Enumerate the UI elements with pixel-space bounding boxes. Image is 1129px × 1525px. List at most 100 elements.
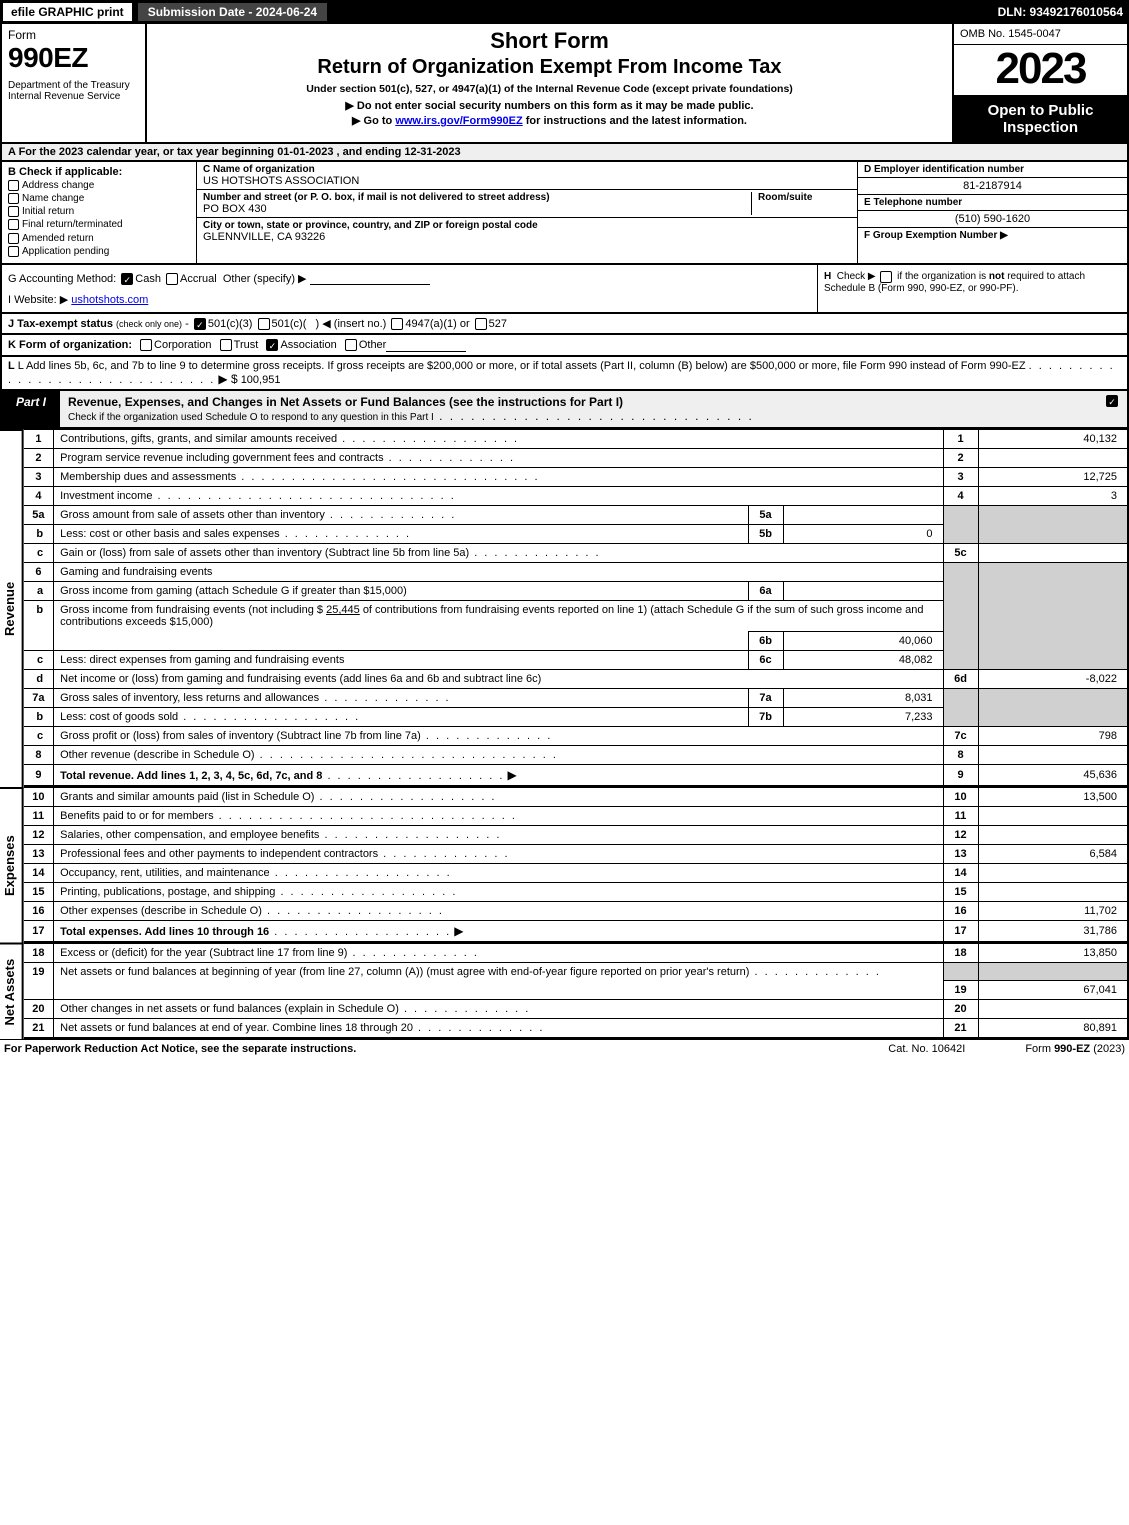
ln20-desc: Other changes in net assets or fund bala… <box>60 1003 399 1015</box>
lbl-cash: Cash <box>135 273 161 285</box>
chk-application-pending[interactable] <box>8 246 19 257</box>
line-11: 11Benefits paid to or for members11 <box>24 806 1128 825</box>
chk-accrual[interactable] <box>166 273 178 285</box>
ln6b-no: b <box>24 600 54 650</box>
chk-association[interactable]: ✓ <box>266 339 278 351</box>
efile-print-button[interactable]: efile GRAPHIC print <box>2 2 133 22</box>
tax-year: 2023 <box>954 45 1127 96</box>
ln3-rn: 3 <box>943 467 978 486</box>
chk-cash[interactable]: ✓ <box>121 273 133 285</box>
submission-date-button[interactable]: Submission Date - 2024-06-24 <box>137 2 328 22</box>
k-label: K Form of organization: <box>8 339 132 351</box>
ln15-desc: Printing, publications, postage, and shi… <box>60 886 275 898</box>
lbl-corporation: Corporation <box>154 339 211 351</box>
part1-header: Part I Revenue, Expenses, and Changes in… <box>0 391 1129 429</box>
ln9-no: 9 <box>24 764 54 786</box>
ln9-arrow: ▶ <box>507 768 516 782</box>
header-center: Short Form Return of Organization Exempt… <box>147 24 952 142</box>
footer-left: For Paperwork Reduction Act Notice, see … <box>4 1043 356 1055</box>
ln13-rn: 13 <box>943 844 978 863</box>
ln21-no: 21 <box>24 1019 54 1039</box>
l-value: 100,951 <box>241 374 281 386</box>
chk-schedule-o[interactable]: ✓ <box>1106 395 1118 407</box>
line-6: 6 Gaming and fundraising events <box>24 562 1128 581</box>
chk-trust[interactable] <box>220 339 232 351</box>
ln9-desc: Total revenue. Add lines 1, 2, 3, 4, 5c,… <box>60 770 322 782</box>
row-j: J Tax-exempt status (check only one) - ✓… <box>0 314 1129 335</box>
ln21-rn: 21 <box>943 1019 978 1039</box>
ln13-no: 13 <box>24 844 54 863</box>
ln7a-mv: 8,031 <box>783 688 943 707</box>
ln1-rn: 1 <box>943 429 978 448</box>
ln15-rv <box>978 882 1128 901</box>
chk-4947[interactable] <box>391 318 403 330</box>
ln6a-desc: Gross income from gaming (attach Schedul… <box>60 585 407 597</box>
chk-amended-return[interactable] <box>8 233 19 244</box>
ln18-rn: 18 <box>943 943 978 962</box>
ln2-rn: 2 <box>943 448 978 467</box>
chk-name-change[interactable] <box>8 193 19 204</box>
line-15: 15 Printing, publications, postage, and s… <box>24 882 1128 901</box>
ln12-desc: Salaries, other compensation, and employ… <box>60 829 319 841</box>
group-exemption-label: F Group Exemption Number ▶ <box>864 230 1008 241</box>
ln14-desc: Occupancy, rent, utilities, and maintena… <box>60 867 270 879</box>
l-arrow: ▶ $ <box>218 372 237 386</box>
part1-title: Revenue, Expenses, and Changes in Net As… <box>60 391 1097 427</box>
chk-501c3[interactable]: ✓ <box>194 318 206 330</box>
ln19-rn: 19 <box>943 981 978 1000</box>
website-link[interactable]: ushotshots.com <box>71 294 148 306</box>
ln19-grey <box>943 962 978 981</box>
form-header: Form 990EZ Department of the Treasury In… <box>0 24 1129 144</box>
other-specify-field[interactable] <box>310 271 430 285</box>
ln8-rn: 8 <box>943 745 978 764</box>
instr2-pre: ▶ Go to <box>352 115 395 127</box>
ln6-grey <box>943 562 978 669</box>
ln5a-mn: 5a <box>748 505 783 524</box>
chk-initial-return[interactable] <box>8 206 19 217</box>
ln7c-rn: 7c <box>943 726 978 745</box>
chk-corporation[interactable] <box>140 339 152 351</box>
ln19-desc: Net assets or fund balances at beginning… <box>60 966 749 978</box>
ln16-no: 16 <box>24 901 54 920</box>
line-20: 20Other changes in net assets or fund ba… <box>24 1000 1128 1019</box>
row-k: K Form of organization: Corporation Trus… <box>0 335 1129 357</box>
lbl-accrual: Accrual <box>180 273 217 285</box>
chk-address-change[interactable] <box>8 180 19 191</box>
ln1-rv: 40,132 <box>978 429 1128 448</box>
short-form-title: Short Form <box>155 28 944 54</box>
ln20-rv <box>978 1000 1128 1019</box>
other-org-field[interactable] <box>386 338 466 352</box>
footer-form-ref: Form 990-EZ (2023) <box>1025 1043 1125 1055</box>
ln15-rn: 15 <box>943 882 978 901</box>
ln6b-desc1: Gross income from fundraising events (no… <box>60 604 323 616</box>
irs-link[interactable]: www.irs.gov/Form990EZ <box>395 115 522 127</box>
line-4: 4 Investment income 4 3 <box>24 486 1128 505</box>
ln5b-mv: 0 <box>783 524 943 543</box>
chk-other-org[interactable] <box>345 339 357 351</box>
chk-527[interactable] <box>475 318 487 330</box>
ln6b-mn: 6b <box>748 631 783 650</box>
ln10-desc: Grants and similar amounts paid (list in… <box>60 791 314 803</box>
ln17-arrow: ▶ <box>454 924 463 938</box>
instruction-1: ▶ Do not enter social security numbers o… <box>155 99 944 112</box>
lbl-other-specify: Other (specify) ▶ <box>223 273 307 285</box>
part1-sub: Check if the organization used Schedule … <box>68 412 434 423</box>
ln4-rv: 3 <box>978 486 1128 505</box>
ln4-rn: 4 <box>943 486 978 505</box>
chk-h[interactable] <box>880 271 892 283</box>
ln17-rn: 17 <box>943 920 978 942</box>
chk-501c[interactable] <box>258 318 270 330</box>
ln5b-no: b <box>24 524 54 543</box>
expenses-section: Expenses 10Grants and similar amounts pa… <box>0 787 1129 943</box>
org-city: GLENNVILLE, CA 93226 <box>203 231 851 243</box>
ln6-desc: Gaming and fundraising events <box>54 562 943 581</box>
ln11-desc: Benefits paid to or for members <box>60 810 213 822</box>
ln18-rv: 13,850 <box>978 943 1128 962</box>
ln14-rv <box>978 863 1128 882</box>
ln5ab-grey <box>943 505 978 543</box>
ln16-rv: 11,702 <box>978 901 1128 920</box>
ln7b-mv: 7,233 <box>783 707 943 726</box>
chk-final-return[interactable] <box>8 219 19 230</box>
netassets-section: Net Assets 18Excess or (deficit) for the… <box>0 943 1129 1040</box>
ln6d-no: d <box>24 669 54 688</box>
